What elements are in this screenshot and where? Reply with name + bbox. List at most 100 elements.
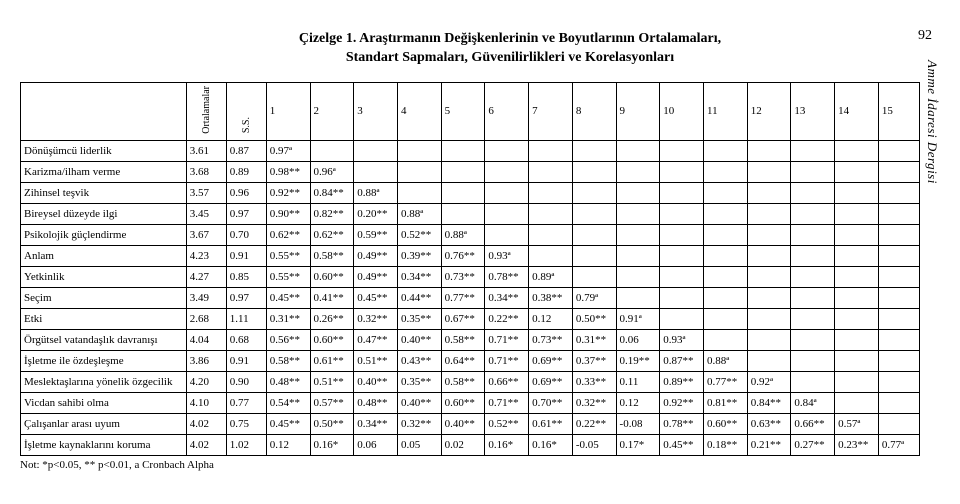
cell-value: 0.92** [266, 182, 310, 203]
cell-value [703, 161, 747, 182]
table-row: Anlam4.230.910.55**0.58**0.49**0.39**0.7… [21, 245, 920, 266]
cell-value [703, 308, 747, 329]
cell-value [791, 287, 835, 308]
cell-value [441, 182, 485, 203]
cell-value: 0.60** [703, 413, 747, 434]
cell-value [485, 224, 529, 245]
cell-value [660, 308, 704, 329]
cell-value: 0.31** [572, 329, 616, 350]
cell-value [791, 329, 835, 350]
cell-value: 0.60** [441, 392, 485, 413]
cell-value [747, 308, 791, 329]
header-ortalamalar: Ortalamalar [186, 82, 226, 140]
cell-value [660, 245, 704, 266]
cell-value: 0.84** [747, 392, 791, 413]
cell-value: 0.40** [441, 413, 485, 434]
row-label: İşletme kaynaklarını koruma [21, 434, 187, 455]
cell-value: 0.89ª [529, 266, 573, 287]
table-row: Vicdan sahibi olma4.100.770.54**0.57**0.… [21, 392, 920, 413]
cell-ort: 3.68 [186, 161, 226, 182]
cell-value [835, 329, 879, 350]
cell-value: 0.92ª [747, 371, 791, 392]
cell-value [747, 224, 791, 245]
cell-ort: 4.10 [186, 392, 226, 413]
cell-value [878, 308, 919, 329]
cell-value: 0.88ª [703, 350, 747, 371]
row-label: Etki [21, 308, 187, 329]
cell-value: 0.27** [791, 434, 835, 455]
cell-value [747, 350, 791, 371]
cell-value [835, 266, 879, 287]
cell-value [616, 203, 660, 224]
cell-value [835, 182, 879, 203]
cell-value: 0.90** [266, 203, 310, 224]
cell-value: 0.21** [747, 434, 791, 455]
header-5: 5 [441, 82, 485, 140]
cell-value [878, 182, 919, 203]
row-label: Meslektaşlarına yönelik özgecilik [21, 371, 187, 392]
cell-value: 0.35** [397, 308, 441, 329]
header-ss: S.S. [226, 82, 266, 140]
cell-value [616, 224, 660, 245]
cell-value: 0.48** [266, 371, 310, 392]
table-row: Meslektaşlarına yönelik özgecilik4.200.9… [21, 371, 920, 392]
cell-value [529, 140, 573, 161]
cell-ss: 0.70 [226, 224, 266, 245]
cell-value [703, 224, 747, 245]
table-row: İşletme kaynaklarını koruma4.021.020.120… [21, 434, 920, 455]
cell-value [397, 161, 441, 182]
cell-value: 0.93ª [485, 245, 529, 266]
cell-value [572, 266, 616, 287]
cell-value: 0.96ª [310, 161, 354, 182]
cell-value [878, 161, 919, 182]
cell-value: -0.05 [572, 434, 616, 455]
cell-value: 0.70** [529, 392, 573, 413]
cell-value: 0.52** [485, 413, 529, 434]
cell-ss: 0.91 [226, 245, 266, 266]
cell-value [791, 266, 835, 287]
cell-value: 0.44** [397, 287, 441, 308]
cell-value: 0.16* [310, 434, 354, 455]
row-label: Çalışanlar arası uyum [21, 413, 187, 434]
cell-value [485, 140, 529, 161]
cell-value [878, 245, 919, 266]
cell-value [572, 224, 616, 245]
cell-value [397, 140, 441, 161]
cell-value: 0.52** [397, 224, 441, 245]
cell-value: 0.81** [703, 392, 747, 413]
cell-value [616, 140, 660, 161]
cell-value [441, 203, 485, 224]
cell-value [703, 266, 747, 287]
cell-value: 0.71** [485, 392, 529, 413]
cell-value: 0.32** [354, 308, 398, 329]
cell-value: 0.66** [485, 371, 529, 392]
cell-value: 0.91ª [616, 308, 660, 329]
row-label: Zihinsel teşvik [21, 182, 187, 203]
cell-value [747, 161, 791, 182]
header-4: 4 [397, 82, 441, 140]
cell-value: 0.18** [703, 434, 747, 455]
table-title: Çizelge 1. Araştırmanın Değişkenlerinin … [190, 30, 830, 68]
cell-value [791, 308, 835, 329]
cell-value: 0.60** [310, 329, 354, 350]
cell-value [703, 140, 747, 161]
cell-ss: 0.97 [226, 287, 266, 308]
table-row: Yetkinlik4.270.850.55**0.60**0.49**0.34*… [21, 266, 920, 287]
cell-value [878, 413, 919, 434]
cell-value: 0.60** [310, 266, 354, 287]
cell-value: 0.40** [397, 392, 441, 413]
cell-ss: 0.68 [226, 329, 266, 350]
cell-value: 0.17* [616, 434, 660, 455]
row-label: Psikolojik güçlendirme [21, 224, 187, 245]
cell-value [791, 245, 835, 266]
cell-value [791, 203, 835, 224]
cell-value: 0.11 [616, 371, 660, 392]
cell-value: 0.54** [266, 392, 310, 413]
table-row: İşletme ile özdeşleşme3.860.910.58**0.61… [21, 350, 920, 371]
cell-value: 0.43** [397, 350, 441, 371]
cell-value: 0.88ª [397, 203, 441, 224]
cell-value [529, 161, 573, 182]
row-label: İşletme ile özdeşleşme [21, 350, 187, 371]
cell-value: 0.82** [310, 203, 354, 224]
row-label: Karizma/ilham verme [21, 161, 187, 182]
